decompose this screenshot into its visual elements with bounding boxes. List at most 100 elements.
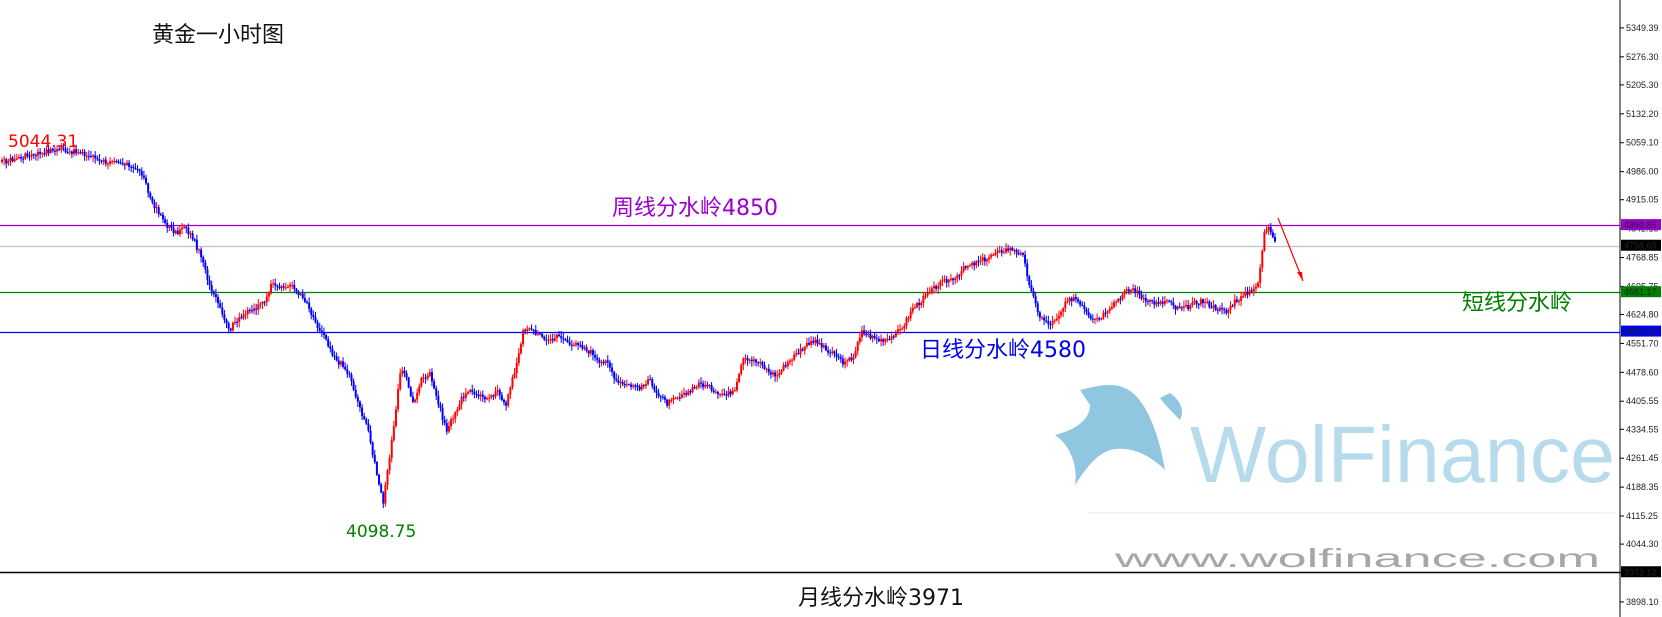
wolf-wing-icon (1160, 393, 1182, 420)
short-term-level-label: 短线分水岭 (1462, 291, 1572, 316)
candle (587, 349, 590, 358)
candle (128, 159, 131, 171)
candle (1237, 298, 1240, 306)
y-tick-label: 3898.10 (1626, 597, 1659, 607)
candle (896, 324, 899, 336)
candle (994, 249, 997, 257)
candle (890, 333, 893, 344)
candle (1041, 315, 1044, 321)
candle (1201, 298, 1204, 308)
candle (706, 381, 709, 389)
candle (670, 397, 673, 403)
candle (1182, 300, 1185, 312)
candle (217, 294, 220, 309)
y-tick-label: 4915.05 (1626, 195, 1659, 205)
candle (1168, 299, 1171, 303)
candle (361, 404, 364, 420)
candle (32, 153, 35, 160)
candle (553, 333, 556, 342)
candle (20, 153, 23, 163)
candle (782, 362, 785, 372)
candle (1026, 259, 1029, 282)
candle (100, 159, 103, 164)
candle (939, 279, 942, 291)
candle (644, 380, 647, 389)
candle (858, 331, 861, 345)
candle (197, 248, 200, 254)
candle (1261, 249, 1264, 272)
candle (433, 378, 436, 390)
candle (248, 308, 251, 314)
candle (109, 157, 112, 167)
candle (1121, 293, 1124, 302)
candle (844, 357, 847, 369)
candle (640, 382, 643, 392)
candle (1049, 320, 1052, 330)
candle (96, 155, 99, 162)
candle (418, 383, 421, 396)
candle (502, 398, 505, 406)
candle (1214, 303, 1217, 312)
candle (325, 333, 328, 341)
candle (399, 368, 402, 392)
candle (1259, 264, 1262, 289)
candle (183, 224, 186, 229)
candle (409, 385, 412, 398)
candle (172, 222, 175, 237)
candle (854, 346, 857, 359)
candle (56, 144, 59, 156)
candle (509, 386, 512, 400)
candle (668, 398, 671, 410)
candle (572, 341, 575, 347)
candle (1028, 274, 1031, 288)
candle (899, 323, 902, 335)
candle (352, 378, 355, 392)
y-tick-label: 4188.35 (1626, 482, 1659, 492)
candle (803, 345, 806, 355)
candle (814, 336, 817, 346)
candle (894, 330, 897, 338)
candle (39, 148, 42, 159)
candle (1127, 286, 1130, 295)
candle (1102, 309, 1105, 320)
candle (530, 324, 533, 331)
candle (500, 391, 503, 402)
candle (549, 334, 552, 344)
watermark-brand: WolFinance (1190, 410, 1615, 499)
candle (591, 348, 594, 361)
candle (962, 262, 965, 274)
candle (752, 356, 755, 366)
candle (344, 361, 347, 371)
candle (350, 372, 353, 386)
candle (977, 256, 980, 267)
candle (877, 336, 880, 343)
candle (58, 145, 61, 152)
candle (333, 351, 336, 361)
candle (960, 266, 963, 280)
candle (661, 393, 664, 400)
candle (123, 162, 126, 171)
candle (291, 281, 294, 290)
candle (1136, 286, 1139, 298)
y-tick-label: 4478.60 (1626, 367, 1659, 377)
candle (119, 158, 122, 165)
candle (642, 384, 645, 389)
candle (310, 306, 313, 320)
candle (367, 419, 370, 433)
candle (1002, 247, 1005, 254)
candle (647, 375, 650, 386)
candle (683, 387, 686, 399)
candle (92, 154, 95, 163)
candle (600, 359, 603, 367)
candle (892, 334, 895, 340)
candle (85, 151, 88, 161)
candle (712, 387, 715, 394)
candle (780, 369, 783, 375)
candle (532, 328, 535, 335)
candle (176, 226, 179, 236)
candle (526, 325, 529, 335)
candle (229, 327, 232, 333)
candle (411, 391, 414, 404)
candle (888, 335, 891, 341)
